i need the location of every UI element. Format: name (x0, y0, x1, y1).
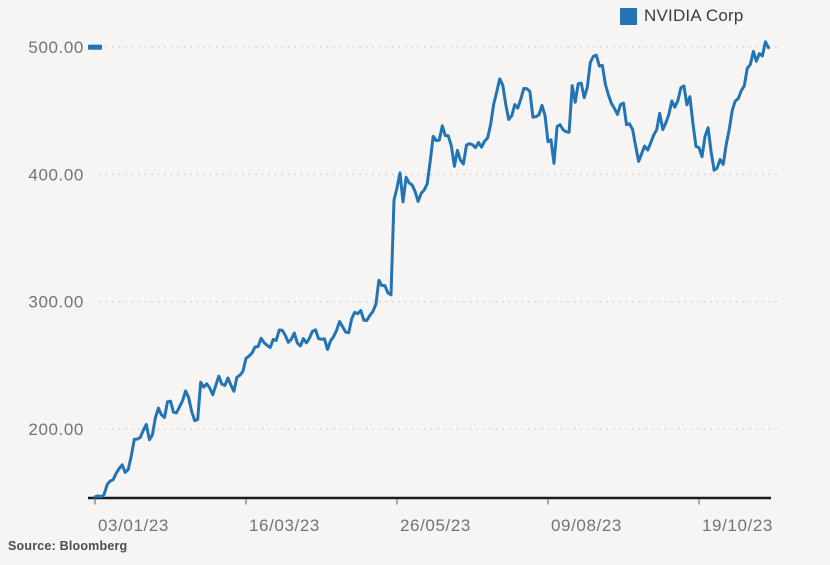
x-axis-tick-label: 16/03/23 (249, 516, 320, 535)
source-note: Source: Bloomberg (8, 539, 128, 553)
x-axis-tick-label: 09/08/23 (551, 516, 622, 535)
legend: NVIDIA Corp (620, 6, 744, 26)
price-line (93, 40, 770, 499)
x-axis-tick-label: 26/05/23 (400, 516, 471, 535)
y-axis-tick-label: 200.00 (28, 420, 84, 439)
legend-swatch-icon (620, 7, 637, 25)
x-axis-tick-label: 03/01/23 (98, 516, 169, 535)
y-axis-tick-label: 500.00 (28, 38, 84, 57)
y-axis-tick-label: 400.00 (28, 165, 84, 184)
last-level-marker (88, 44, 102, 50)
x-axis-tick-label: 19/10/23 (702, 516, 773, 535)
legend-label: NVIDIA Corp (644, 6, 744, 25)
y-axis-tick-label: 300.00 (28, 293, 84, 312)
